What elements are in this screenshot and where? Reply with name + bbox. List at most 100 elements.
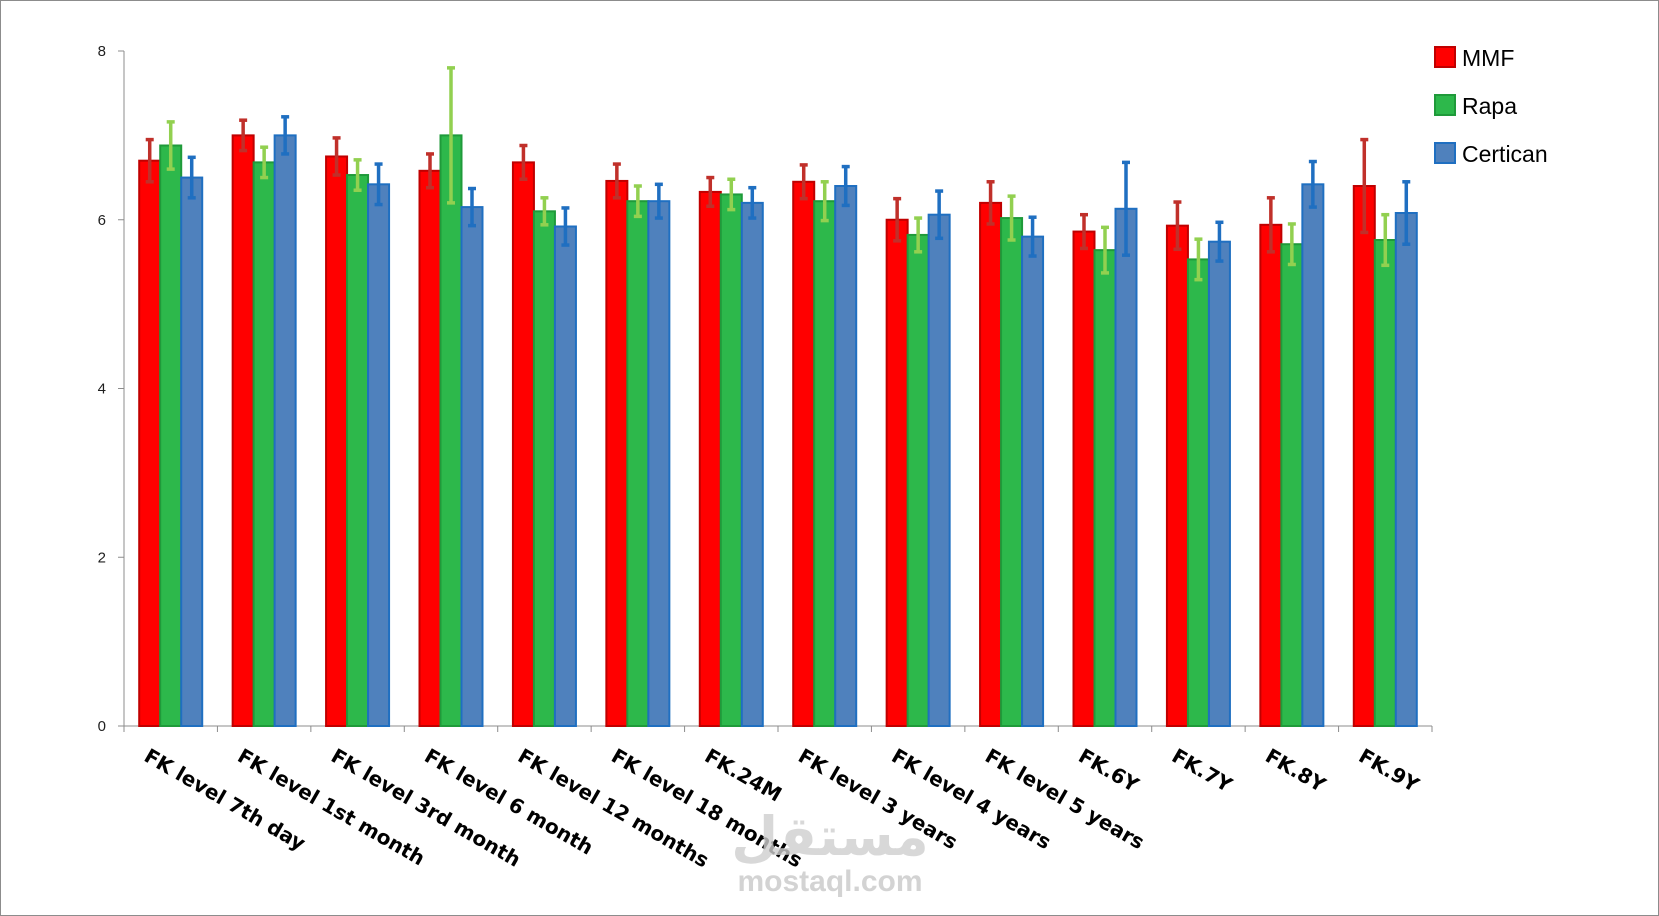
y-tick-label: 8 [98,43,106,60]
error-bar-certican [654,182,663,220]
error-bar-rapa [914,216,923,254]
bar-layer [138,134,1418,727]
axis-layer [123,51,1432,727]
bar-rapa [626,200,650,727]
bar-mmf [1165,224,1189,727]
bar-rapa [439,134,463,727]
error-bar-certican [1215,220,1224,263]
legend-swatch-mmf [1434,46,1456,68]
error-bar-mmf [1173,200,1182,252]
bar-rapa [159,144,183,727]
error-bar-mmf [1266,196,1275,254]
error-bar-rapa [353,158,362,192]
bar-certican [1207,240,1231,727]
error-bar-mmf [893,196,902,243]
error-bar-certican [841,164,850,208]
bar-certican [834,185,858,727]
bar-certican [460,206,484,727]
legend-label-mmf: MMF [1462,45,1514,71]
error-bar-certican [561,206,570,247]
bar-rapa [1280,243,1304,727]
bar-rapa [813,200,837,727]
bar-mmf [698,190,722,727]
bar-certican [740,201,764,727]
error-bar-mmf [519,143,528,181]
error-bar-certican [374,162,383,207]
bar-rapa [719,193,743,727]
bar-mmf [138,159,162,727]
error-bar-mmf [145,137,154,184]
error-bar-certican [281,115,290,156]
bar-mmf [605,179,629,727]
error-bar-rapa [1101,225,1109,275]
bar-certican [180,176,204,727]
x-tick-label: FK.9Y [1355,744,1424,798]
bar-mmf [231,134,255,727]
error-bar-rapa [820,180,829,223]
bar-mmf [792,180,816,727]
bar-certican [367,183,391,727]
error-bar-rapa [1287,222,1296,267]
error-bar-rapa [540,196,549,227]
error-bar-mmf [799,163,808,201]
error-bar-mmf [332,136,341,177]
legend-swatch-rapa [1434,94,1456,116]
legend-swatch-certican [1434,142,1456,164]
error-bar-mmf [612,162,621,200]
bar-certican [927,213,951,727]
error-bar-mmf [239,118,248,153]
bar-mmf [979,201,1003,727]
error-bar-rapa [447,66,455,205]
error-bar-mmf [706,175,715,208]
error-bar-certican [468,186,476,228]
y-tick-label: 4 [98,381,106,398]
bar-mmf [1072,230,1096,727]
error-bar-certican [1122,160,1130,257]
legend-label-certican: Certican [1462,141,1548,167]
error-bar-certican [1308,159,1317,209]
y-tick-label: 6 [98,212,106,229]
error-bar-rapa [1381,212,1390,268]
bar-mmf [325,155,349,727]
bar-certican [1394,212,1418,727]
error-bar-mmf [1080,212,1088,251]
error-bar-certican [748,185,757,220]
error-bar-rapa [166,120,175,171]
x-tick-label: FK.6Y [1075,744,1144,798]
error-bar-rapa [1007,194,1016,242]
legend-label-rapa: Rapa [1462,93,1517,119]
bar-certican [1114,207,1138,727]
bar-mmf [1259,223,1283,727]
bar-rapa [252,161,276,727]
x-tick-label: FK.7Y [1168,744,1237,798]
error-bar-certican [1402,180,1411,246]
error-bar-mmf [986,180,995,226]
error-bar-layer [145,66,1411,282]
y-tick-label: 0 [98,718,106,735]
bar-rapa [1373,239,1397,727]
error-bar-mmf [426,152,434,190]
bar-certican [273,134,297,727]
bar-rapa [1186,258,1210,727]
error-bar-certican [1028,215,1037,258]
bar-certican [1021,235,1045,727]
bar-rapa [906,233,930,727]
bar-rapa [1000,217,1024,727]
bar-rapa [1093,249,1117,727]
error-bar-certican [935,189,944,241]
x-tick-label: FK level 5 years [981,744,1149,855]
watermark-site: mostaql.com [737,865,922,898]
error-bar-certican [187,155,196,200]
watermark-logo: مستقل [731,805,929,868]
error-bar-rapa [633,184,642,219]
bar-mmf [511,161,535,727]
bar-rapa [532,210,556,727]
x-tick-label: FK level 7th day [140,744,310,856]
y-axis-ticks: 0 2 4 6 8 [98,43,124,735]
error-bar-rapa [727,177,736,212]
x-tick-label: FK.8Y [1261,744,1330,798]
bar-mmf [1352,185,1376,727]
bar-rapa [346,174,370,727]
error-bar-rapa [260,145,269,180]
